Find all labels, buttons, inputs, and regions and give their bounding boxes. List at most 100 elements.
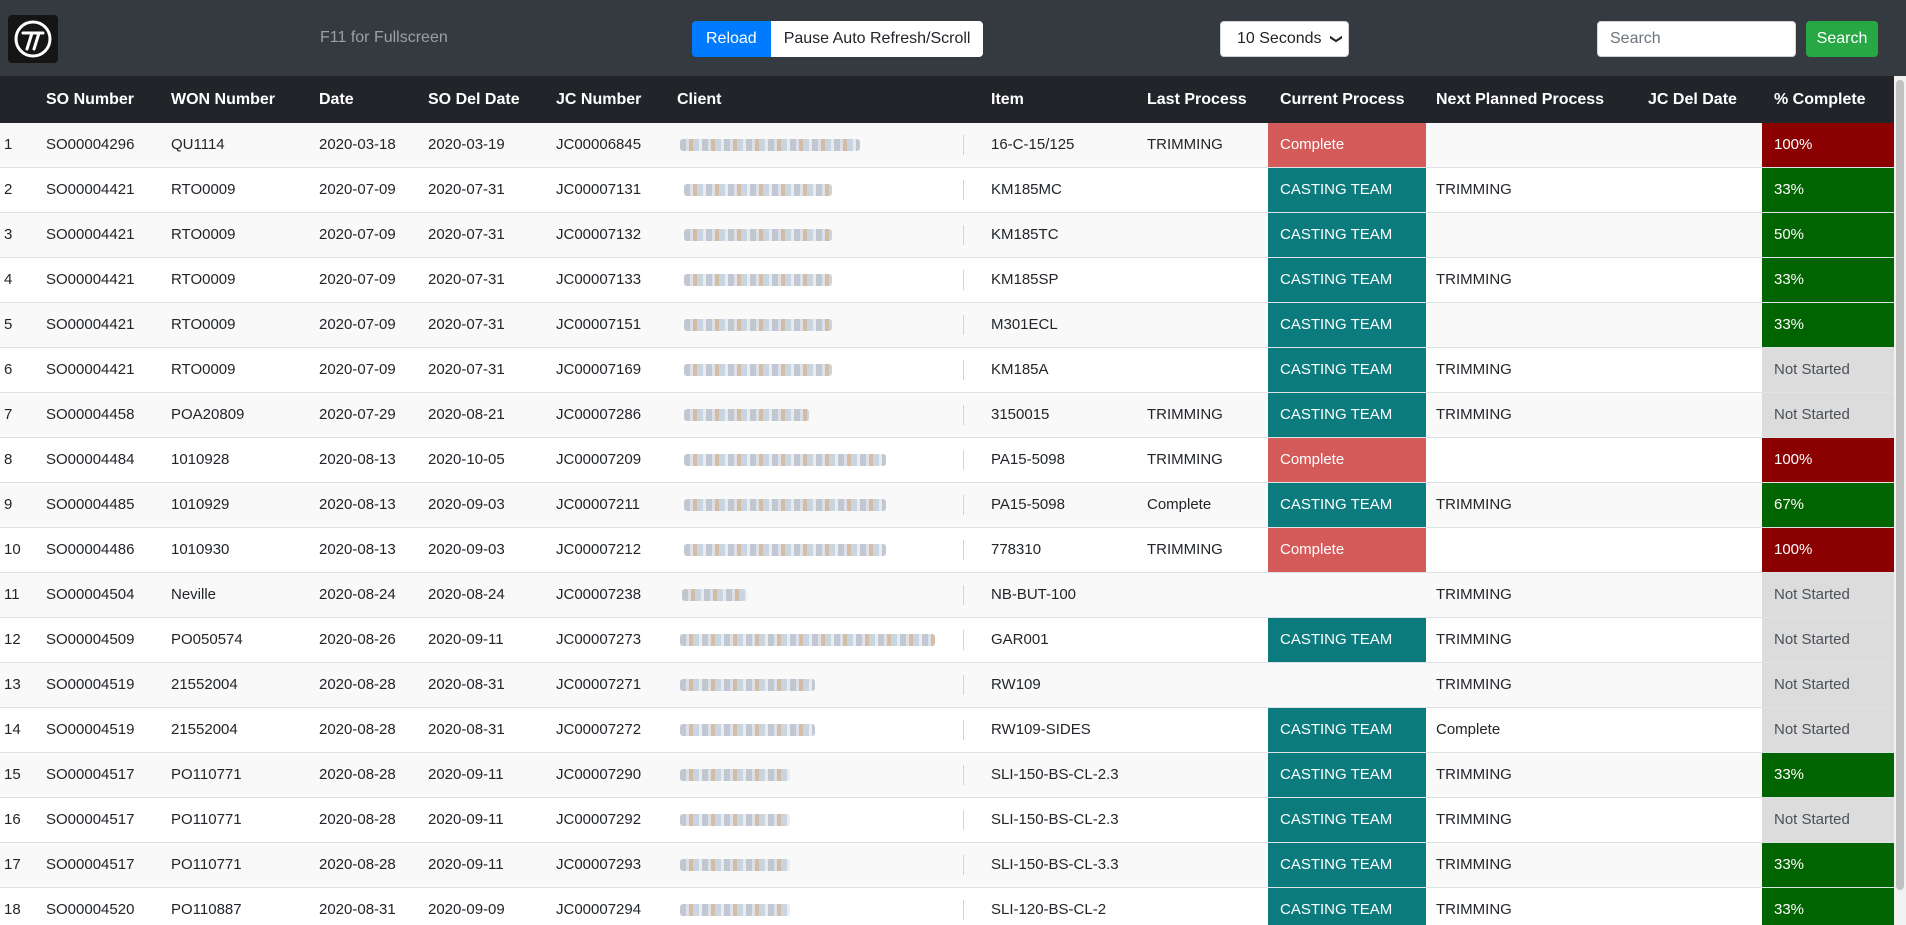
cell-current-process: CASTING TEAM	[1268, 258, 1426, 302]
app-logo[interactable]	[8, 15, 58, 63]
cell-so-number: SO00004421	[46, 361, 135, 378]
cell-jc-number: JC00007133	[556, 271, 642, 288]
reload-button[interactable]: Reload	[692, 21, 771, 57]
cell-percent-complete: 100%	[1762, 123, 1894, 167]
cell-client	[668, 888, 964, 925]
cell-item: PA15-5098	[991, 496, 1065, 513]
column-divider	[963, 360, 964, 380]
redacted-client-name	[684, 454, 886, 466]
cell-current-process: Complete	[1268, 438, 1426, 482]
table-row[interactable]: 16 SO00004517 PO110771 2020-08-28 2020-09-11…	[0, 798, 1894, 843]
cell-so-number: SO00004517	[46, 766, 135, 783]
header-last-process[interactable]: Last Process	[1147, 91, 1247, 108]
cell-so-number: SO00004484	[46, 451, 135, 468]
cell-item: KM185A	[991, 361, 1049, 378]
cell-so-del-date: 2020-09-11	[428, 856, 504, 873]
header-date[interactable]: Date	[319, 91, 354, 108]
header-so-number[interactable]: SO Number	[46, 91, 135, 108]
cell-next-planned-process: TRIMMING	[1436, 811, 1512, 828]
cell-item: RW109	[991, 676, 1041, 693]
redacted-client-name	[684, 544, 886, 556]
cell-item: SLI-150-BS-CL-2.3	[991, 811, 1119, 828]
header-percent-complete[interactable]: % Complete	[1774, 91, 1866, 108]
table-row[interactable]: 8 SO00004484 1010928 2020-08-13 2020-10-05 JC…	[0, 438, 1894, 483]
cell-so-number: SO00004517	[46, 811, 135, 828]
cell-client	[668, 798, 964, 842]
cell-next-planned-process: Complete	[1436, 721, 1501, 738]
table-row[interactable]: 15 SO00004517 PO110771 2020-08-28 2020-09-11…	[0, 753, 1894, 798]
header-next-planned-process[interactable]: Next Planned Process	[1436, 91, 1605, 108]
cell-date: 2020-08-13	[319, 451, 396, 468]
cell-last-process: TRIMMING	[1147, 541, 1223, 558]
cell-row-index: 16	[4, 811, 21, 828]
table-row[interactable]: 18 SO00004520 PO110887 2020-08-31 2020-09-09…	[0, 888, 1894, 925]
cell-client	[668, 843, 964, 887]
table-row[interactable]: 17 SO00004517 PO110771 2020-08-28 2020-09-11…	[0, 843, 1894, 888]
cell-row-index: 6	[4, 361, 13, 378]
table-row[interactable]: 14 SO00004519 21552004 2020-08-28 2020-08-31…	[0, 708, 1894, 753]
table-row[interactable]: 10 SO00004486 1010930 2020-08-13 2020-09-03 J…	[0, 528, 1894, 573]
cell-date: 2020-08-28	[319, 721, 396, 738]
cell-jc-number: JC00007286	[556, 406, 642, 423]
column-divider	[963, 315, 964, 335]
cell-date: 2020-07-29	[319, 406, 396, 423]
header-won-number[interactable]: WON Number	[171, 91, 275, 108]
cell-so-number: SO00004519	[46, 721, 135, 738]
search-button[interactable]: Search	[1806, 21, 1878, 57]
cell-row-index: 2	[4, 181, 13, 198]
cell-row-index: 17	[4, 856, 21, 873]
cell-current-process: CASTING TEAM	[1268, 483, 1426, 527]
column-divider	[963, 225, 964, 245]
cell-next-planned-process: TRIMMING	[1436, 766, 1512, 783]
table-row[interactable]: 5 SO00004421 RTO0009 2020-07-09 2020-07-31 JC…	[0, 303, 1894, 348]
cell-so-del-date: 2020-07-31	[428, 316, 505, 333]
header-item[interactable]: Item	[991, 91, 1024, 108]
table-row[interactable]: 9 SO00004485 1010929 2020-08-13 2020-09-03 JC…	[0, 483, 1894, 528]
cell-so-del-date: 2020-09-11	[428, 811, 504, 828]
cell-item: 3150015	[991, 406, 1050, 423]
header-so-del-date[interactable]: SO Del Date	[428, 91, 520, 108]
cell-percent-complete: 100%	[1762, 438, 1894, 482]
column-divider	[963, 855, 964, 875]
column-divider	[963, 810, 964, 830]
scrollbar-thumb[interactable]	[1896, 80, 1904, 890]
cell-so-del-date: 2020-08-21	[428, 406, 505, 423]
cell-so-del-date: 2020-07-31	[428, 181, 505, 198]
table-row[interactable]: 3 SO00004421 RTO0009 2020-07-09 2020-07-31 JC…	[0, 213, 1894, 258]
cell-next-planned-process: TRIMMING	[1436, 406, 1512, 423]
table-row[interactable]: 4 SO00004421 RTO0009 2020-07-09 2020-07-31 JC…	[0, 258, 1894, 303]
column-divider	[963, 180, 964, 200]
vertical-scrollbar[interactable]	[1894, 76, 1906, 925]
redacted-client-name	[684, 409, 809, 421]
pause-auto-refresh-button[interactable]: Pause Auto Refresh/Scroll	[770, 21, 984, 57]
cell-current-process: CASTING TEAM	[1268, 393, 1426, 437]
search-input[interactable]	[1597, 21, 1796, 57]
refresh-interval-select[interactable]: 10 Seconds ❮	[1220, 21, 1349, 57]
cell-won-number: PO110771	[171, 766, 242, 783]
header-jc-del-date[interactable]: JC Del Date	[1648, 91, 1737, 108]
cell-percent-complete: 67%	[1762, 483, 1894, 527]
redacted-client-name	[680, 859, 790, 871]
cell-current-process: CASTING TEAM	[1268, 348, 1426, 392]
cell-percent-complete: 33%	[1762, 168, 1894, 212]
header-jc-number[interactable]: JC Number	[556, 91, 642, 108]
table-row[interactable]: 6 SO00004421 RTO0009 2020-07-09 2020-07-31 JC…	[0, 348, 1894, 393]
cell-so-del-date: 2020-09-03	[428, 541, 505, 558]
table-row[interactable]: 7 SO00004458 POA20809 2020-07-29 2020-08-21 J…	[0, 393, 1894, 438]
table-row[interactable]: 2 SO00004421 RTO0009 2020-07-09 2020-07-31 JC…	[0, 168, 1894, 213]
table-row[interactable]: 12 SO00004509 PO050574 2020-08-26 2020-09-11…	[0, 618, 1894, 663]
table-row[interactable]: 1 SO00004296 QU1114 2020-03-18 2020-03-19 JC0…	[0, 123, 1894, 168]
cell-client	[668, 708, 964, 752]
table-row[interactable]: 13 SO00004519 21552004 2020-08-28 2020-08-31…	[0, 663, 1894, 708]
header-current-process[interactable]: Current Process	[1280, 91, 1405, 108]
header-client[interactable]: Client	[677, 91, 722, 108]
cell-date: 2020-03-18	[319, 136, 396, 153]
table-row[interactable]: 11 SO00004504 Neville 2020-08-24 2020-08-24 J…	[0, 573, 1894, 618]
column-divider	[963, 135, 964, 155]
cell-row-index: 13	[4, 676, 21, 693]
redacted-client-name	[684, 499, 886, 511]
cell-jc-number: JC00007169	[556, 361, 642, 378]
cell-client	[668, 663, 964, 707]
cell-last-process: TRIMMING	[1147, 451, 1223, 468]
cell-jc-number: JC00007272	[556, 721, 642, 738]
